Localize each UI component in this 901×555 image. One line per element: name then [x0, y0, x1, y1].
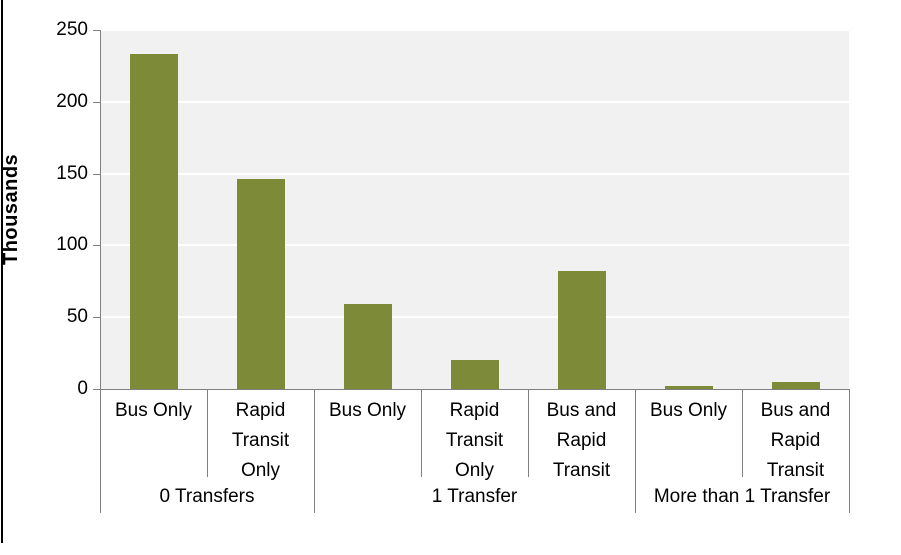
y-tick-mark [93, 173, 100, 175]
y-tick-mark [93, 317, 100, 319]
y-axis-line [100, 30, 101, 513]
subcategory-separator [421, 389, 422, 477]
x-axis-line [100, 389, 849, 390]
y-tick-label: 200 [56, 90, 88, 112]
y-tick-label: 0 [77, 378, 88, 399]
x-group-label: More than 1 Transfer [653, 486, 831, 507]
y-tick-mark [93, 389, 100, 390]
y-tick-mark [93, 101, 100, 103]
subcategory-separator [528, 389, 529, 477]
bar-bus-only [664, 386, 713, 389]
x-category-label: Bus Only [114, 400, 193, 421]
subcategory-separator [742, 389, 743, 477]
x-group-label: 1 Transfer [431, 486, 518, 507]
y-tick-mark [93, 30, 100, 31]
y-gridline [100, 100, 849, 103]
y-gridline [100, 316, 849, 319]
bar-bus-only [343, 304, 392, 389]
y-tick-label: 100 [56, 234, 88, 256]
x-category-label: Bus and Rapid Transit [760, 400, 831, 481]
group-separator [635, 389, 636, 513]
plot-background [100, 30, 849, 389]
x-category-label: Bus Only [649, 400, 728, 421]
y-gridline [100, 29, 849, 31]
x-category-label: Bus and Rapid Transit [546, 400, 617, 481]
bar-rapid-transit-only [236, 179, 285, 389]
y-tick-label: 50 [66, 306, 88, 328]
bar-bus-only [129, 54, 178, 389]
bar-bus-and-rapid-transit [771, 381, 820, 389]
bar-rapid-transit-only [450, 360, 499, 389]
chart-left-border [1, 0, 3, 543]
group-separator-right [849, 389, 850, 513]
y-gridline [100, 172, 849, 175]
group-separator [314, 389, 315, 513]
x-category-label: Rapid Transit Only [445, 400, 504, 481]
subcategory-separator [207, 389, 208, 477]
y-axis-title: Thousands [0, 153, 22, 265]
x-category-label: Bus Only [328, 400, 407, 421]
y-tick-mark [93, 245, 100, 247]
y-tick-label: 150 [56, 162, 88, 184]
y-tick-label: 250 [56, 19, 88, 40]
bar-bus-and-rapid-transit [557, 271, 606, 389]
y-gridline [100, 244, 849, 247]
x-group-label: 0 Transfers [159, 486, 255, 507]
x-category-label: Rapid Transit Only [231, 400, 290, 481]
